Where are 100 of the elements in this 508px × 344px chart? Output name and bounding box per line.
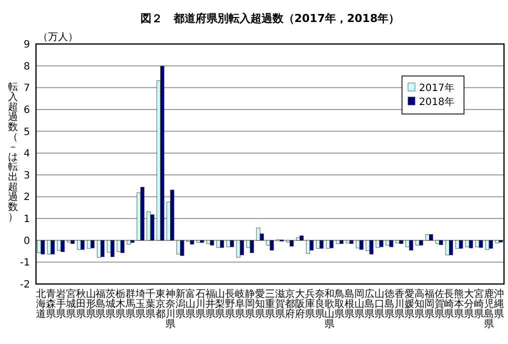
x-tick-label: 大阪府 xyxy=(294,288,305,320)
x-tick-label: 新潟県 xyxy=(175,288,186,320)
legend-label: 2018年 xyxy=(419,96,454,108)
bar xyxy=(90,240,95,248)
x-tick-label: 栃木県 xyxy=(116,288,126,320)
text: 転入超過数（－は転出超過数） xyxy=(8,82,18,223)
x-tick-label: 奈良県 xyxy=(314,289,325,320)
bar xyxy=(336,240,340,244)
bar xyxy=(386,240,390,246)
x-tick-label: 広島県 xyxy=(364,288,375,320)
x-tick-label: 岩手県 xyxy=(56,288,66,320)
bar xyxy=(70,240,75,244)
y-tick-label: 3 xyxy=(24,170,30,182)
x-tick-label: 石川県 xyxy=(195,289,206,320)
bar xyxy=(485,240,490,250)
bar xyxy=(326,240,330,249)
bar xyxy=(445,240,450,256)
bar xyxy=(180,240,184,256)
bar xyxy=(349,240,354,244)
bar xyxy=(47,240,52,254)
bar xyxy=(409,240,414,250)
bar xyxy=(449,240,454,256)
x-tick-label: 愛媛県 xyxy=(404,288,414,320)
x-tick-label: 青森県 xyxy=(46,288,56,320)
x-tick-label: 宮城県 xyxy=(64,288,76,320)
x-tick-label: 福島県 xyxy=(96,288,106,320)
y-tick-label: 7 xyxy=(24,83,30,94)
bar xyxy=(396,240,400,244)
x-tick-label: 鹿児島県 xyxy=(484,288,494,330)
bar xyxy=(426,234,430,241)
bar xyxy=(40,240,45,254)
bar xyxy=(196,240,200,243)
bar xyxy=(110,240,114,257)
bar xyxy=(389,240,394,248)
bar xyxy=(120,240,124,253)
bar xyxy=(150,214,154,241)
legend-label: 2017年 xyxy=(419,82,454,94)
bar xyxy=(236,240,240,258)
bar xyxy=(216,240,220,248)
bar xyxy=(310,240,314,250)
x-tick-label: 宮崎県 xyxy=(474,288,484,320)
bar xyxy=(160,66,164,241)
bar xyxy=(100,240,105,257)
bar xyxy=(77,240,82,250)
y-tick-label: 8 xyxy=(24,61,30,72)
y-tick-label: 0 xyxy=(24,236,30,247)
y-tick-label: -1 xyxy=(20,258,30,269)
bar xyxy=(230,240,234,248)
x-tick-label: 東京都 xyxy=(155,288,166,320)
bar xyxy=(435,240,440,244)
bar xyxy=(439,240,444,245)
x-tick-label: 福井県 xyxy=(205,288,216,320)
bar xyxy=(270,240,274,250)
x-tick-label: 長崎県 xyxy=(444,289,454,320)
bar xyxy=(80,240,85,250)
x-tick-label: 香川県 xyxy=(394,288,404,320)
bar xyxy=(416,240,420,246)
bar xyxy=(176,240,181,254)
x-tick-label: 三重県 xyxy=(265,289,275,320)
bar xyxy=(60,240,65,252)
bar xyxy=(455,240,460,249)
bar xyxy=(399,240,404,244)
text: （万人） xyxy=(38,32,78,43)
bar xyxy=(220,240,224,248)
bar xyxy=(140,186,144,241)
bar xyxy=(320,240,324,249)
bar xyxy=(468,240,473,248)
bar xyxy=(130,240,134,243)
x-tick-label: 佐賀県 xyxy=(434,289,444,320)
x-tick-label: 岐阜県 xyxy=(235,288,246,320)
x-tick-label: 和歌山県 xyxy=(324,288,335,330)
bar xyxy=(57,240,62,250)
x-tick-label: 北海道 xyxy=(36,288,46,320)
bar xyxy=(200,240,204,243)
bar xyxy=(369,240,374,254)
bar xyxy=(206,240,210,244)
x-tick-label: 茨城県 xyxy=(104,288,116,320)
bar xyxy=(240,240,244,256)
x-tick-label: 群馬県 xyxy=(124,288,136,320)
x-tick-label: 兵庫県 xyxy=(304,288,315,320)
bar xyxy=(306,240,310,254)
bar xyxy=(86,240,91,249)
x-tick-label: 愛知県 xyxy=(255,288,266,320)
x-tick-label: 長野県 xyxy=(225,289,236,320)
bar xyxy=(126,240,131,244)
x-tick-label: 徳島県 xyxy=(384,289,394,320)
bar xyxy=(495,240,500,244)
x-tick-label: 京都府 xyxy=(284,288,295,320)
bar xyxy=(330,240,334,248)
bar xyxy=(475,240,480,248)
x-tick-label: 滋賀県 xyxy=(274,288,285,320)
x-tick-label: 熊本県 xyxy=(454,288,464,320)
bar xyxy=(116,240,121,252)
x-tick-label: 山梨県 xyxy=(215,288,226,320)
x-tick-label: 沖縄県 xyxy=(493,288,504,320)
x-tick-label: 山形県 xyxy=(86,288,96,320)
bar xyxy=(356,240,360,248)
y-tick-label: 9 xyxy=(24,40,30,50)
x-tick-label: 秋田県 xyxy=(76,288,86,320)
y-tick-label: 6 xyxy=(24,104,30,116)
